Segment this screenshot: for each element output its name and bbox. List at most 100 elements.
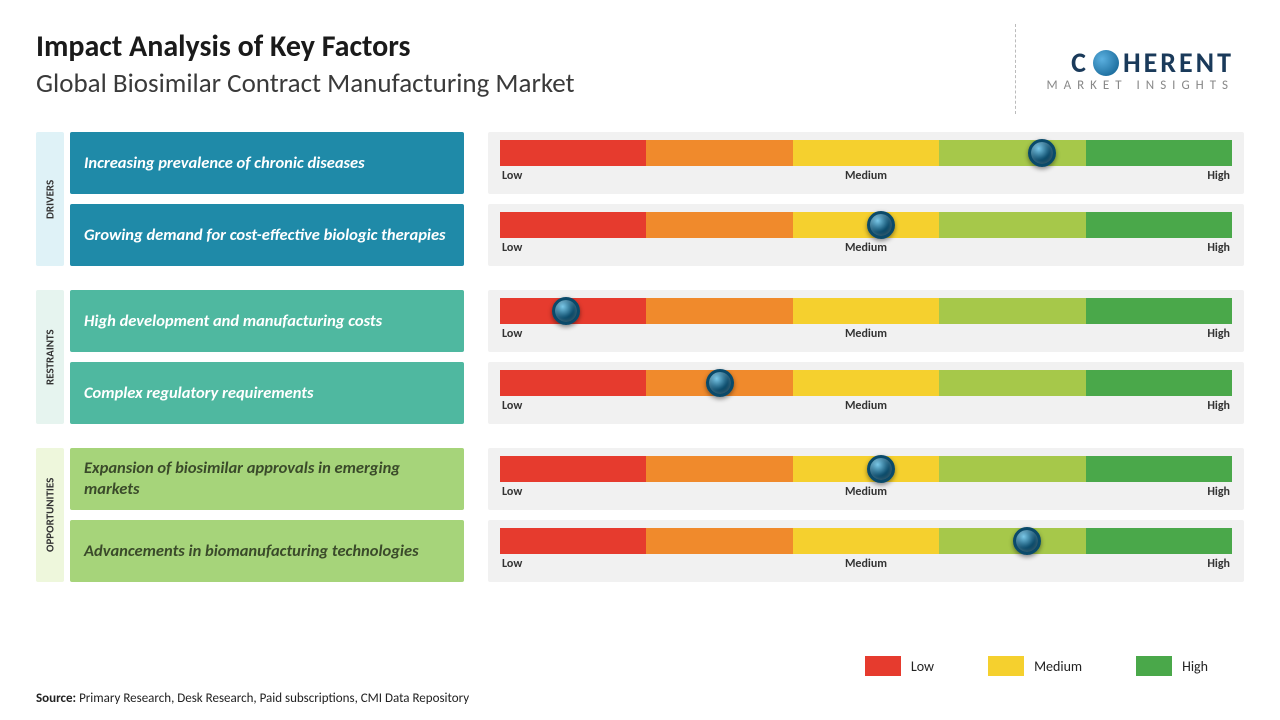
gauge-label-high: High (1207, 485, 1230, 499)
factor-row: Advancements in biomanufacturing technol… (70, 520, 1244, 582)
factor-label: Advancements in biomanufacturing technol… (70, 520, 464, 582)
gauge-segment (939, 456, 1085, 482)
gauge-label-low: Low (502, 399, 522, 413)
gauge-bar (500, 140, 1232, 166)
main-title: Impact Analysis of Key Factors (36, 28, 1015, 65)
logo-letter: C (1071, 45, 1089, 80)
gauge-axis-labels: Low Medium High (500, 241, 1232, 255)
gauge-label-low: Low (502, 327, 522, 341)
legend-label: High (1182, 658, 1208, 675)
legend-item: Medium (988, 656, 1082, 676)
group-tab-label: DRIVERS (36, 132, 64, 266)
gauge-bar (500, 528, 1232, 554)
group-rows: Increasing prevalence of chronic disease… (70, 132, 1244, 266)
factor-row: Growing demand for cost-effective biolog… (70, 204, 1244, 266)
gauge-segment (939, 212, 1085, 238)
gauge-label-low: Low (502, 485, 522, 499)
legend-item: Low (865, 656, 934, 676)
legend-swatch (865, 656, 901, 676)
gauge-label-high: High (1207, 399, 1230, 413)
gauge-bar (500, 298, 1232, 324)
gauge-segment (1086, 456, 1232, 482)
gauge-segment (793, 528, 939, 554)
legend: Low Medium High (865, 656, 1208, 676)
legend-swatch (988, 656, 1024, 676)
gauge-marker (1028, 139, 1056, 167)
logo-subtext: MARKET INSIGHTS (1046, 78, 1234, 93)
group-rows: Expansion of biosimilar approvals in eme… (70, 448, 1244, 582)
factor-group: RESTRAINTSHigh development and manufactu… (36, 290, 1244, 424)
gauge-segment (500, 456, 646, 482)
gauge-segment (1086, 212, 1232, 238)
gauge-label-medium: Medium (845, 241, 887, 255)
group-tab-label: RESTRAINTS (36, 290, 64, 424)
gauge-segment (646, 140, 792, 166)
gauge-segment (646, 298, 792, 324)
impact-gauge: Low Medium High (488, 520, 1244, 582)
gauge-bar (500, 212, 1232, 238)
gauge-segment (939, 140, 1085, 166)
gauge-segment (939, 370, 1085, 396)
gauge-label-low: Low (502, 557, 522, 571)
gauge-segment (500, 528, 646, 554)
factor-row: Increasing prevalence of chronic disease… (70, 132, 1244, 194)
factor-row: Complex regulatory requirements Low Medium… (70, 362, 1244, 424)
gauge-label-high: High (1207, 557, 1230, 571)
group-rows: High development and manufacturing costs… (70, 290, 1244, 424)
gauge-axis-labels: Low Medium High (500, 485, 1232, 499)
gauge-label-medium: Medium (845, 399, 887, 413)
gauge-label-medium: Medium (845, 327, 887, 341)
legend-label: Low (911, 658, 934, 675)
gauge-axis-labels: Low Medium High (500, 399, 1232, 413)
title-block: Impact Analysis of Key Factors Global Bi… (36, 28, 1015, 100)
gauge-segment (1086, 370, 1232, 396)
gauge-bar (500, 456, 1232, 482)
gauge-segment (1086, 140, 1232, 166)
factor-row: High development and manufacturing costs… (70, 290, 1244, 352)
group-tab-label: OPPORTUNITIES (36, 448, 64, 582)
factor-group: OPPORTUNITIESExpansion of biosimilar app… (36, 448, 1244, 582)
logo-rest: HERENT (1123, 45, 1234, 80)
gauge-label-medium: Medium (845, 169, 887, 183)
gauge-bar (500, 370, 1232, 396)
gauge-segment (793, 370, 939, 396)
gauge-marker (867, 455, 895, 483)
source-line: Source: Primary Research, Desk Research,… (36, 691, 469, 706)
factor-label: Expansion of biosimilar approvals in eme… (70, 448, 464, 510)
gauge-segment (1086, 298, 1232, 324)
gauge-segment (500, 212, 646, 238)
factor-label: High development and manufacturing costs (70, 290, 464, 352)
gauge-segment (793, 298, 939, 324)
factor-label: Increasing prevalence of chronic disease… (70, 132, 464, 194)
impact-gauge: Low Medium High (488, 362, 1244, 424)
impact-gauge: Low Medium High (488, 290, 1244, 352)
gauge-segment (939, 298, 1085, 324)
gauge-label-medium: Medium (845, 485, 887, 499)
gauge-label-high: High (1207, 169, 1230, 183)
source-text: Primary Research, Desk Research, Paid su… (76, 691, 469, 706)
gauge-marker (867, 211, 895, 239)
sub-title: Global Biosimilar Contract Manufacturing… (36, 67, 1015, 100)
gauge-axis-labels: LowMediumHigh (500, 169, 1232, 183)
factor-label: Growing demand for cost-effective biolog… (70, 204, 464, 266)
gauge-axis-labels: Low Medium High (500, 327, 1232, 341)
globe-icon (1093, 50, 1119, 76)
factors-container: DRIVERSIncreasing prevalence of chronic … (0, 132, 1280, 582)
impact-gauge: LowMediumHigh (488, 132, 1244, 194)
gauge-label-low: Low (502, 241, 522, 255)
gauge-segment (793, 140, 939, 166)
gauge-label-high: High (1207, 327, 1230, 341)
factor-group: DRIVERSIncreasing prevalence of chronic … (36, 132, 1244, 266)
brand-logo: C HERENT MARKET INSIGHTS (1015, 24, 1234, 114)
factor-label: Complex regulatory requirements (70, 362, 464, 424)
gauge-marker (706, 369, 734, 397)
gauge-label-high: High (1207, 241, 1230, 255)
gauge-segment (500, 140, 646, 166)
gauge-marker (552, 297, 580, 325)
gauge-segment (646, 456, 792, 482)
gauge-label-medium: Medium (845, 557, 887, 571)
impact-gauge: Low Medium High (488, 204, 1244, 266)
gauge-segment (500, 370, 646, 396)
gauge-segment (1086, 528, 1232, 554)
gauge-segment (646, 212, 792, 238)
